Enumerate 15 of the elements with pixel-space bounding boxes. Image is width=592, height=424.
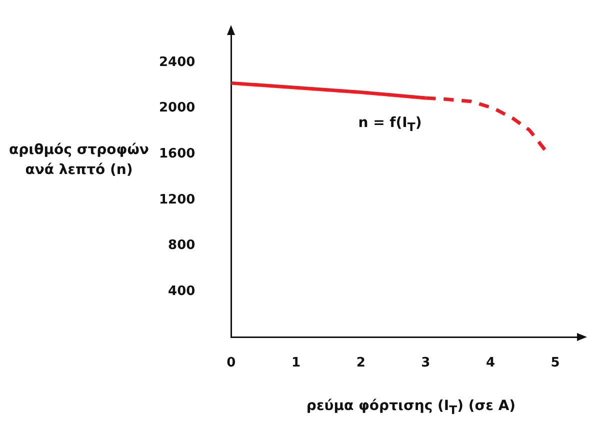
x-tick-label: 3: [421, 356, 430, 371]
y-tick-label: 800: [168, 238, 196, 254]
x-tick-label: 2: [356, 356, 366, 371]
x-tick-label: 1: [291, 356, 301, 371]
x-tick-label: 0: [226, 356, 236, 371]
x-axis-title: ρεύμα φόρτισης (I$_{T}$) (σε A): [305, 398, 517, 417]
y-tick-label: 2400: [158, 54, 196, 70]
y-tick-label: 1600: [158, 146, 196, 162]
y-tick-label: 400: [168, 284, 196, 299]
annotation: n = f(I$_{T}$): [357, 115, 423, 134]
y-tick-label: 1200: [158, 192, 196, 208]
y-axis-title: αριθμός στροφών ανά λεπτό (n): [8, 141, 150, 180]
y-tick-label: 2000: [158, 100, 196, 116]
x-tick-label: 5: [550, 356, 560, 371]
x-tick-label: 4: [486, 356, 496, 371]
